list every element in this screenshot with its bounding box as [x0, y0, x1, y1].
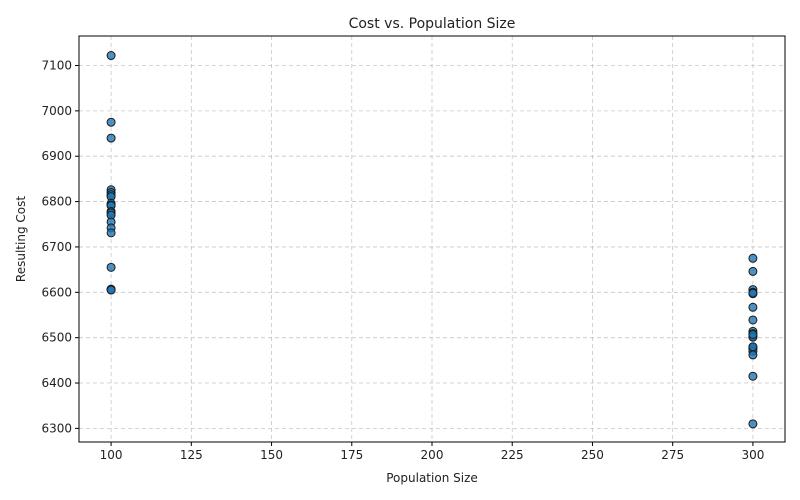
grid-lines: [79, 36, 785, 442]
y-tick-label: 7000: [41, 104, 72, 118]
x-tick-label: 275: [661, 448, 684, 462]
x-tick-label: 100: [100, 448, 123, 462]
data-point: [748, 302, 758, 312]
y-axis-label: Resulting Cost: [14, 196, 28, 282]
data-point: [106, 133, 116, 143]
y-tick-label: 6900: [41, 149, 72, 163]
data-point: [748, 266, 758, 276]
y-tick-label: 6400: [41, 376, 72, 390]
x-tick-label: 150: [260, 448, 283, 462]
x-tick-label: 125: [180, 448, 203, 462]
data-point: [106, 285, 116, 295]
data-point: [106, 51, 116, 61]
x-axis-ticks: 100 125 150 175 200 225 250 275 300: [100, 442, 764, 462]
data-point: [748, 419, 758, 429]
chart-title: Cost vs. Population Size: [349, 16, 516, 32]
y-tick-label: 7100: [41, 58, 72, 72]
x-axis-label: Population Size: [386, 471, 478, 485]
data-point: [748, 342, 758, 352]
x-tick-label: 200: [421, 448, 444, 462]
data-point: [748, 371, 758, 381]
x-tick-label: 250: [581, 448, 604, 462]
data-point: [748, 329, 758, 339]
data-point: [748, 350, 758, 360]
data-point: [748, 253, 758, 263]
y-tick-label: 6500: [41, 331, 72, 345]
data-point: [106, 262, 116, 272]
y-axis-ticks: 6300 6400 6500 6600 6700 6800 6900 7000 7100: [41, 58, 79, 435]
y-tick-label: 6300: [41, 421, 72, 435]
x-tick-label: 175: [340, 448, 363, 462]
data-point: [748, 315, 758, 325]
y-tick-label: 6700: [41, 240, 72, 254]
data-point: [106, 117, 116, 127]
data-points: [106, 51, 758, 429]
y-tick-label: 6600: [41, 285, 72, 299]
x-tick-label: 225: [501, 448, 524, 462]
x-tick-label: 300: [741, 448, 764, 462]
data-point: [748, 288, 758, 298]
y-tick-label: 6800: [41, 195, 72, 209]
data-point: [106, 228, 116, 238]
